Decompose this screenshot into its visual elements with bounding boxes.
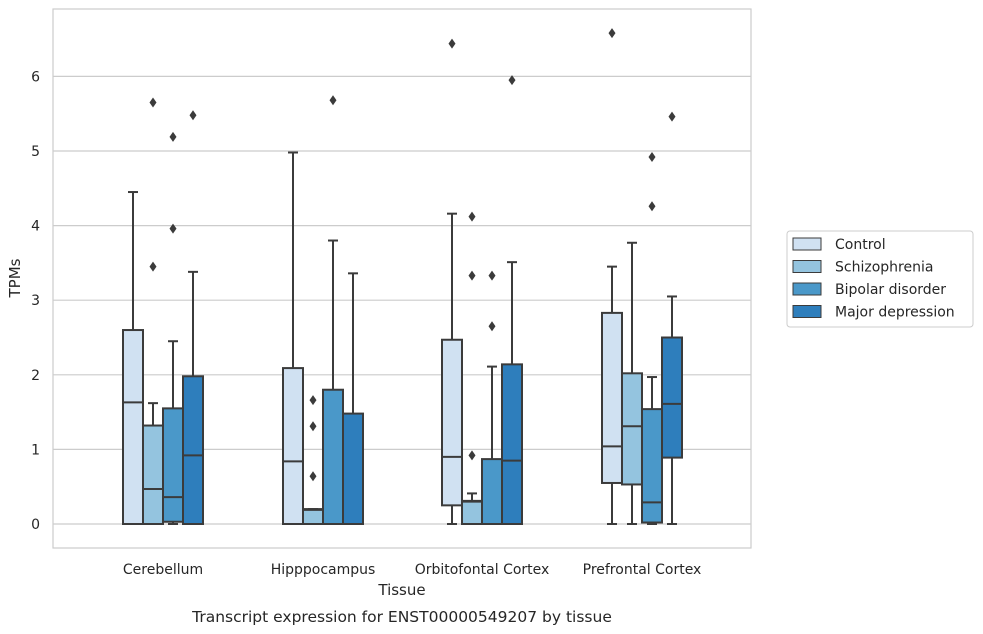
outlier-point bbox=[468, 270, 476, 281]
box-iqr bbox=[342, 412, 364, 526]
box-1-0 bbox=[142, 97, 164, 526]
box-iqr bbox=[501, 363, 523, 525]
outlier-point bbox=[309, 421, 317, 432]
y-axis-ticks: 0 1 2 3 4 5 6 bbox=[31, 69, 40, 533]
legend-label: Bipolar disorder bbox=[835, 282, 946, 298]
box-iqr bbox=[322, 388, 344, 525]
outlier-point bbox=[309, 395, 317, 406]
box-3-3 bbox=[661, 111, 683, 525]
outlier-point bbox=[149, 97, 157, 108]
y-tick-label: 0 bbox=[31, 517, 40, 533]
y-tick-label: 1 bbox=[31, 442, 40, 458]
box-iqr bbox=[142, 424, 164, 526]
box-0-0 bbox=[122, 191, 144, 526]
legend-frame bbox=[786, 230, 974, 328]
box-iqr bbox=[481, 458, 503, 525]
x-tick-label: Prefrontal Cortex bbox=[583, 562, 702, 578]
box-0-3 bbox=[601, 28, 623, 525]
box-iqr bbox=[461, 499, 483, 525]
boxes bbox=[122, 28, 683, 526]
box-1-3 bbox=[621, 241, 643, 525]
y-axis-title: TPMs bbox=[6, 258, 24, 298]
outlier-point bbox=[648, 151, 656, 162]
outlier-point bbox=[169, 223, 177, 234]
outlier-point bbox=[169, 131, 177, 142]
box-1-2 bbox=[461, 211, 483, 525]
box-2-3 bbox=[641, 151, 663, 525]
box-iqr bbox=[601, 311, 623, 484]
x-tick-label: Hipppocampus bbox=[271, 562, 376, 578]
box-iqr bbox=[302, 508, 324, 525]
x-tick-label: Cerebellum bbox=[123, 562, 203, 578]
outlier-point bbox=[508, 75, 516, 86]
outlier-point bbox=[149, 261, 157, 272]
chart-caption: Transcript expression for ENST0000054920… bbox=[191, 608, 612, 626]
plot-area-frame bbox=[52, 8, 752, 549]
outlier-point bbox=[189, 110, 197, 121]
box-3-0 bbox=[182, 110, 204, 525]
y-tick-label: 5 bbox=[31, 144, 40, 160]
x-tick-label: Orbitofontal Cortex bbox=[415, 562, 550, 578]
x-axis-title: Tissue bbox=[377, 581, 425, 599]
outlier-point bbox=[608, 28, 616, 39]
box-0-2 bbox=[441, 38, 463, 525]
box-iqr bbox=[441, 338, 463, 507]
box-3-1 bbox=[342, 272, 364, 526]
x-axis-ticks: Cerebellum Hipppocampus Orbitofontal Corte… bbox=[123, 562, 701, 578]
outlier-point bbox=[468, 211, 476, 222]
legend: Control Schizophrenia Bipolar disorder Majo… bbox=[786, 230, 974, 328]
box-2-2 bbox=[481, 270, 503, 525]
legend-swatch bbox=[792, 260, 822, 273]
box-0-1 bbox=[282, 151, 304, 525]
box-iqr bbox=[122, 329, 144, 526]
legend-swatch bbox=[792, 305, 822, 318]
outlier-point bbox=[648, 201, 656, 212]
outlier-point bbox=[329, 95, 337, 106]
box-iqr bbox=[661, 336, 683, 459]
outlier-point bbox=[309, 471, 317, 482]
y-tick-label: 4 bbox=[31, 219, 40, 235]
outlier-point bbox=[488, 270, 496, 281]
box-2-1 bbox=[322, 95, 344, 525]
outlier-point bbox=[468, 450, 476, 461]
legend-label: Schizophrenia bbox=[835, 260, 933, 276]
box-3-2 bbox=[501, 75, 523, 525]
box-iqr bbox=[621, 372, 643, 486]
box-1-1 bbox=[302, 395, 324, 525]
outlier-point bbox=[488, 321, 496, 332]
y-tick-label: 2 bbox=[31, 368, 40, 384]
outlier-point bbox=[668, 111, 676, 122]
box-iqr bbox=[641, 408, 663, 524]
box-iqr bbox=[162, 407, 184, 523]
y-tick-label: 3 bbox=[31, 293, 40, 309]
outlier-point bbox=[448, 38, 456, 49]
box-2-0 bbox=[162, 131, 184, 525]
legend-label: Control bbox=[835, 237, 886, 253]
legend-swatch bbox=[792, 282, 822, 296]
legend-swatch bbox=[792, 237, 822, 251]
box-iqr bbox=[282, 367, 304, 525]
box-iqr bbox=[182, 375, 204, 525]
y-tick-label: 6 bbox=[31, 69, 40, 85]
legend-label: Major depression bbox=[835, 305, 955, 321]
